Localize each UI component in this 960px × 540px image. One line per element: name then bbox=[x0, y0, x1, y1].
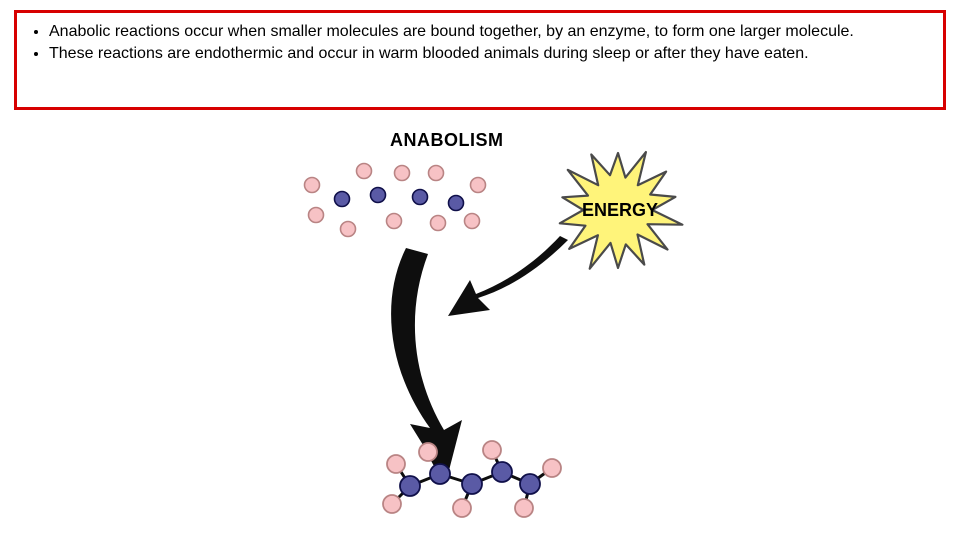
atom bbox=[492, 462, 512, 482]
atom bbox=[400, 476, 420, 496]
atom bbox=[419, 443, 437, 461]
anabolism-diagram: ANABOLISM ENERGY bbox=[0, 130, 960, 540]
small-molecules bbox=[305, 164, 486, 237]
molecule-dot bbox=[335, 192, 350, 207]
energy-arrow-icon bbox=[448, 236, 568, 316]
molecule-dot bbox=[371, 188, 386, 203]
molecule-dot bbox=[431, 216, 446, 231]
bullet-item: These reactions are endothermic and occu… bbox=[49, 43, 933, 65]
atom bbox=[543, 459, 561, 477]
definition-text-box: Anabolic reactions occur when smaller mo… bbox=[14, 10, 946, 110]
molecule-dot bbox=[429, 166, 444, 181]
molecule-dot bbox=[341, 222, 356, 237]
molecule-dot bbox=[395, 166, 410, 181]
atom bbox=[387, 455, 405, 473]
molecule-dot bbox=[387, 214, 402, 229]
molecule-dot bbox=[471, 178, 486, 193]
atom bbox=[462, 474, 482, 494]
molecule-dot bbox=[357, 164, 372, 179]
molecule-dot bbox=[449, 196, 464, 211]
atom bbox=[515, 499, 533, 517]
molecule-dot bbox=[309, 208, 324, 223]
atom bbox=[383, 495, 401, 513]
diagram-svg bbox=[0, 130, 960, 540]
molecule-dot bbox=[305, 178, 320, 193]
bullet-item: Anabolic reactions occur when smaller mo… bbox=[49, 21, 933, 43]
bullet-list: Anabolic reactions occur when smaller mo… bbox=[23, 21, 933, 64]
atom bbox=[483, 441, 501, 459]
atom bbox=[453, 499, 471, 517]
energy-label: ENERGY bbox=[582, 201, 658, 219]
molecule-dot bbox=[413, 190, 428, 205]
atom bbox=[430, 464, 450, 484]
large-molecule bbox=[383, 441, 561, 517]
atom bbox=[520, 474, 540, 494]
molecule-dot bbox=[465, 214, 480, 229]
